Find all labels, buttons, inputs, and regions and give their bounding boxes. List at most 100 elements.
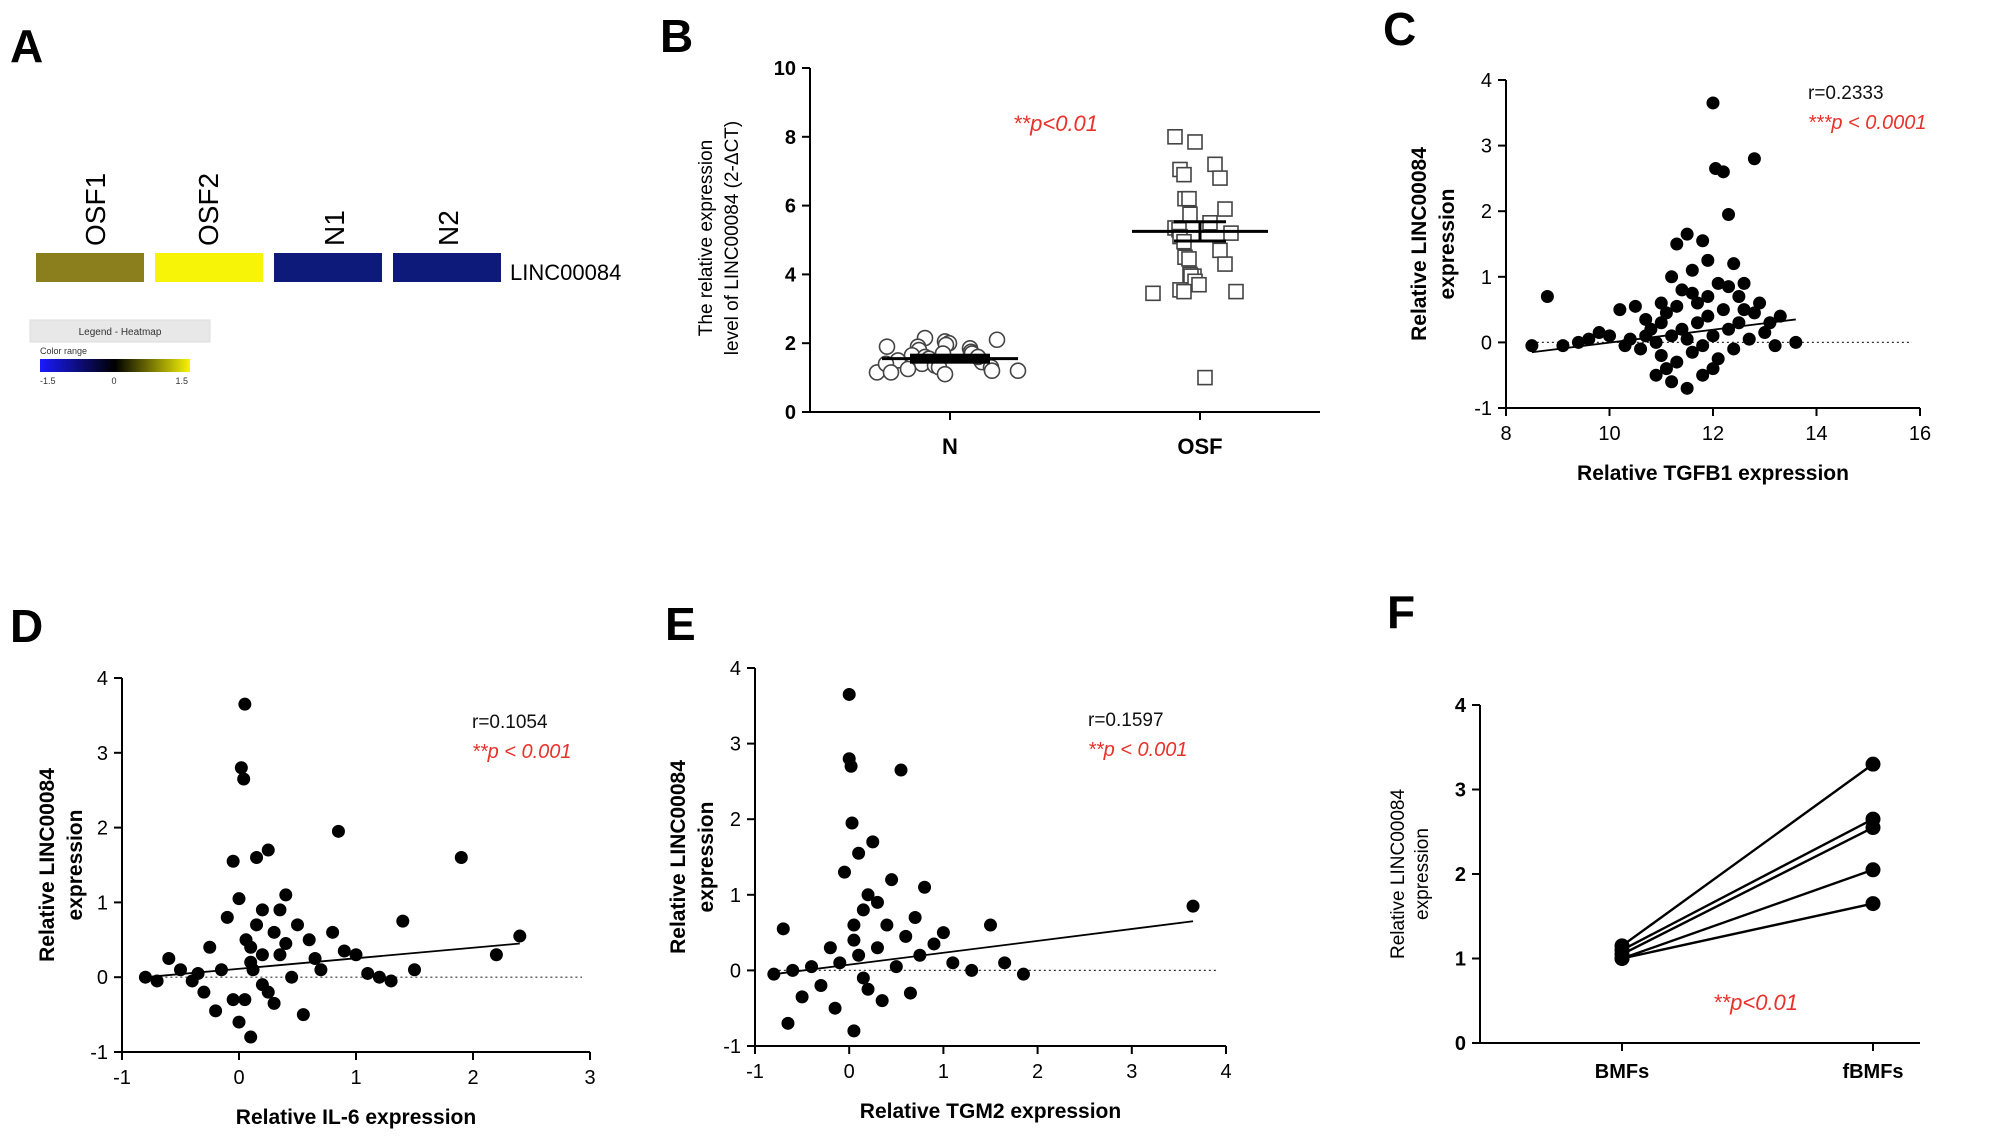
y-tick-label: 1 — [97, 892, 108, 914]
y-tick-label: 2 — [1481, 201, 1492, 223]
x-tick-label: -1 — [746, 1061, 764, 1083]
pair-line — [1621, 902, 1874, 960]
x-tick-label: 3 — [1126, 1061, 1137, 1083]
y-tick-label: 3 — [1455, 780, 1466, 802]
data-point — [828, 1001, 842, 1015]
data-point — [1665, 270, 1679, 284]
data-point — [795, 990, 809, 1004]
data-point — [1690, 316, 1704, 330]
data-point — [861, 888, 875, 902]
data-point-osf — [1181, 251, 1197, 267]
data-point — [1773, 309, 1787, 323]
data-point — [1670, 299, 1684, 313]
data-point — [1789, 335, 1803, 349]
correlation-r: r=0.1597 — [1088, 710, 1164, 731]
data-point — [1654, 296, 1668, 310]
data-point — [314, 963, 328, 977]
data-point — [209, 1004, 223, 1018]
data-point-osf — [1217, 201, 1233, 217]
significance-annotation: **p<0.01 — [1013, 111, 1098, 136]
x-tick-label: BMFs — [1595, 1061, 1649, 1083]
data-point — [197, 985, 211, 999]
data-point — [1685, 263, 1699, 277]
data-point-n — [899, 360, 917, 378]
data-point — [396, 914, 410, 928]
y-axis-title: Relative LINC00084 — [36, 768, 59, 962]
data-point — [150, 974, 164, 988]
data-point-osf — [1212, 170, 1228, 186]
data-point — [291, 918, 304, 932]
data-point — [1706, 362, 1720, 376]
data-point — [852, 846, 866, 860]
y-tick-label: 0 — [785, 402, 796, 424]
regression-line — [773, 920, 1194, 976]
y-tick-label: 4 — [785, 264, 797, 286]
data-point-osf — [1145, 285, 1161, 302]
data-point — [273, 948, 287, 962]
data-point — [337, 944, 351, 958]
regression-line — [145, 942, 520, 979]
data-point — [1016, 967, 1030, 981]
data-point — [237, 772, 251, 786]
data-point — [361, 966, 375, 980]
data-point — [870, 895, 884, 909]
data-point — [903, 986, 917, 1000]
y-tick-label: -1 — [90, 1042, 108, 1064]
data-point — [936, 926, 950, 940]
y-tick-label: 2 — [1455, 864, 1466, 886]
p-value: **p < 0.001 — [1088, 739, 1188, 761]
y-tick-label: 4 — [730, 658, 741, 680]
data-point-osf — [1223, 225, 1239, 241]
y-axis-title: expression — [695, 802, 718, 913]
data-point — [1525, 339, 1539, 353]
data-point — [781, 1016, 795, 1030]
data-point-osf — [1228, 283, 1244, 300]
data-point — [1654, 316, 1668, 330]
data-point — [246, 963, 260, 977]
data-point — [234, 761, 248, 775]
data-point — [1540, 289, 1554, 303]
y-tick-label: 0 — [1455, 1033, 1466, 1055]
data-point — [1639, 312, 1653, 326]
data-point — [899, 929, 913, 943]
x-tick-label: 2 — [1032, 1061, 1043, 1083]
data-point — [1758, 326, 1772, 340]
data-point — [1649, 368, 1663, 382]
data-point — [191, 966, 205, 980]
data-point — [1670, 355, 1684, 369]
y-tick-label: 1 — [730, 885, 741, 907]
data-point — [946, 956, 960, 970]
x-axis-title: Relative TGFB1 expression — [1577, 462, 1849, 485]
data-point — [1675, 283, 1689, 297]
data-point — [267, 996, 281, 1010]
data-point — [285, 970, 299, 984]
y-axis-title: Relative LINC00084 — [1388, 789, 1409, 959]
data-point — [1582, 332, 1596, 346]
heatmap-sample-label: N2 — [433, 210, 464, 246]
regression-line — [1531, 318, 1796, 354]
x-tick-label: 14 — [1805, 423, 1827, 445]
data-point-osf — [1197, 369, 1213, 386]
data-point-osf — [1167, 129, 1183, 145]
y-axis-title: Relative LINC00084 — [1408, 147, 1431, 341]
x-tick-label: 12 — [1702, 423, 1724, 445]
y-tick-label: 4 — [1481, 70, 1492, 92]
data-point — [927, 937, 941, 951]
data-point — [1644, 322, 1658, 336]
heatmap-legend-title: Legend - Heatmap — [79, 327, 162, 338]
data-point-osf — [1207, 156, 1223, 173]
data-point — [302, 933, 316, 947]
data-point — [918, 880, 932, 894]
data-point — [1659, 306, 1673, 320]
y-tick-label: 10 — [774, 58, 796, 80]
data-point-osf — [1187, 134, 1203, 150]
p-value: **p < 0.001 — [472, 741, 572, 763]
data-point — [1768, 339, 1782, 353]
data-point — [823, 941, 837, 955]
data-point — [1680, 332, 1694, 346]
data-point — [232, 892, 246, 906]
data-point — [1732, 289, 1746, 303]
data-point — [1592, 326, 1606, 340]
data-point — [384, 974, 398, 988]
